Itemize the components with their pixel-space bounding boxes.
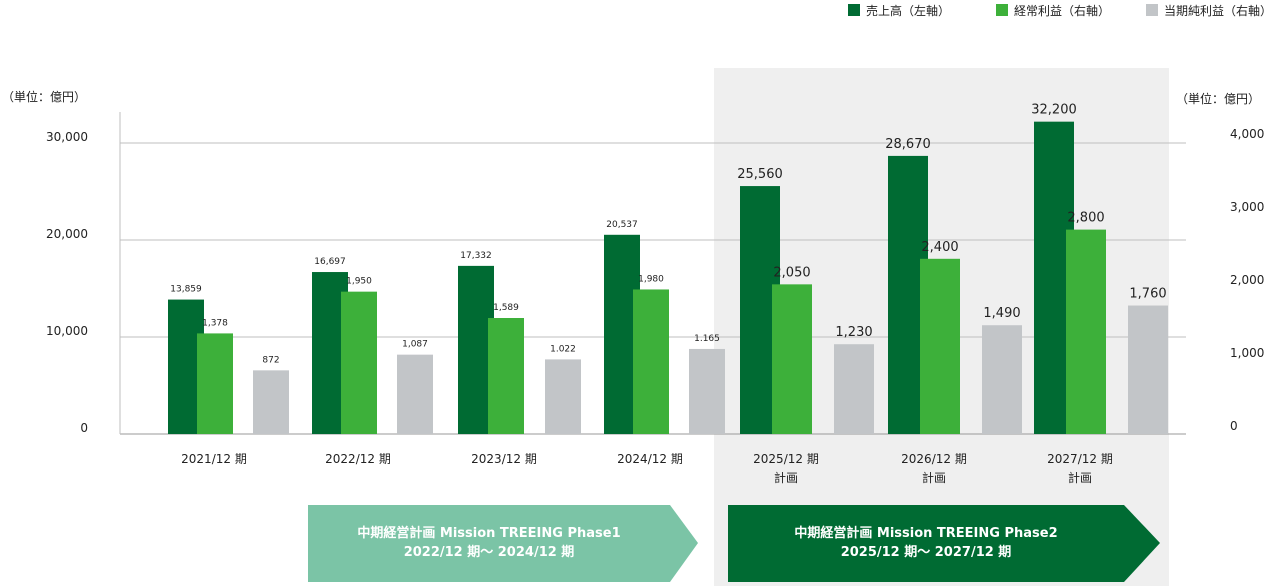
data-label: 1,980	[638, 274, 664, 284]
bar-net-profit	[397, 354, 433, 434]
bar-ordinary-profit	[1066, 229, 1106, 434]
bar-ordinary-profit	[920, 258, 960, 434]
left-tick-label: 10,000	[46, 324, 88, 338]
category-label: 2021/12 期	[181, 452, 247, 466]
right-tick-label: 3,000	[1230, 200, 1264, 214]
phase2-period: 2025/12 期〜 2027/12 期	[840, 545, 1012, 560]
bar-ordinary-profit	[341, 291, 377, 434]
bar-net-profit	[834, 344, 874, 434]
right-tick-label: 0	[1230, 419, 1238, 433]
left-axis-unit: （単位：億円）	[2, 90, 87, 104]
left-tick-label: 30,000	[46, 130, 88, 144]
right-axis-unit: （単位：億円）	[1176, 92, 1261, 106]
data-label: 2,050	[773, 265, 810, 280]
data-label: 1.165	[694, 334, 720, 344]
legend-label-net-profit: 当期純利益（右軸）	[1164, 4, 1270, 18]
data-label: 1,087	[402, 340, 428, 350]
data-label: 1,230	[835, 325, 872, 340]
category-label: 2022/12 期	[325, 452, 391, 466]
data-label: 28,670	[885, 137, 931, 152]
phase1-label: 中期経営計画 Mission TREEING Phase1 2022/12 期〜…	[308, 524, 670, 562]
data-label: 20,537	[606, 220, 638, 230]
phase1-title: 中期経営計画 Mission TREEING Phase1	[357, 526, 621, 541]
legend-swatch-ordinary-profit	[996, 4, 1008, 16]
category-label: 2027/12 期	[1047, 452, 1113, 466]
data-label: 13,859	[170, 285, 202, 295]
category-plan-label: 計画	[922, 470, 946, 485]
bar-ordinary-profit	[488, 318, 524, 434]
category-label: 2023/12 期	[471, 452, 537, 466]
category-plan-label: 計画	[1068, 470, 1092, 485]
bar-net-profit	[689, 348, 725, 434]
data-label: 872	[262, 355, 279, 365]
data-label: 17,332	[460, 251, 492, 261]
data-label: 1,760	[1129, 287, 1166, 302]
phase2-label: 中期経営計画 Mission TREEING Phase2 2025/12 期〜…	[728, 524, 1124, 562]
legend-label-sales: 売上高（左軸）	[866, 4, 951, 18]
phase2-arrow	[728, 505, 1160, 582]
right-tick-label: 2,000	[1230, 273, 1264, 287]
phase2-title: 中期経営計画 Mission TREEING Phase2	[794, 526, 1058, 541]
bar-net-profit	[545, 359, 581, 434]
data-label: 2,800	[1067, 211, 1104, 226]
legend-swatch-sales	[848, 4, 860, 16]
data-label: 1,950	[346, 277, 372, 287]
category-label: 2026/12 期	[901, 452, 967, 466]
right-tick-label: 4,000	[1230, 127, 1264, 141]
bar-ordinary-profit	[633, 289, 669, 434]
phase1-period: 2022/12 期〜 2024/12 期	[403, 545, 575, 560]
legend-label-ordinary-profit: 経常利益（右軸）	[1014, 4, 1111, 18]
bar-ordinary-profit	[197, 333, 233, 434]
left-tick-label: 20,000	[46, 227, 88, 241]
phase1-arrow	[308, 505, 698, 582]
data-label: 1,378	[202, 318, 228, 328]
data-label: 2,400	[921, 240, 958, 255]
left-tick-label: 0	[80, 421, 88, 435]
bar-net-profit	[253, 370, 289, 434]
data-label: 1.022	[550, 344, 576, 354]
legend-swatch-net-profit	[1146, 4, 1158, 16]
category-label: 2025/12 期	[753, 452, 819, 466]
category-label: 2024/12 期	[617, 452, 683, 466]
category-plan-label: 計画	[774, 470, 798, 485]
bar-net-profit	[982, 325, 1022, 434]
bar-net-profit	[1128, 305, 1168, 434]
data-label: 1,490	[983, 306, 1020, 321]
data-label: 1,589	[493, 303, 519, 313]
right-tick-label: 1,000	[1230, 346, 1264, 360]
bar-ordinary-profit	[772, 284, 812, 434]
data-label: 32,200	[1031, 103, 1077, 118]
data-label: 16,697	[314, 257, 346, 267]
data-label: 25,560	[737, 167, 783, 182]
